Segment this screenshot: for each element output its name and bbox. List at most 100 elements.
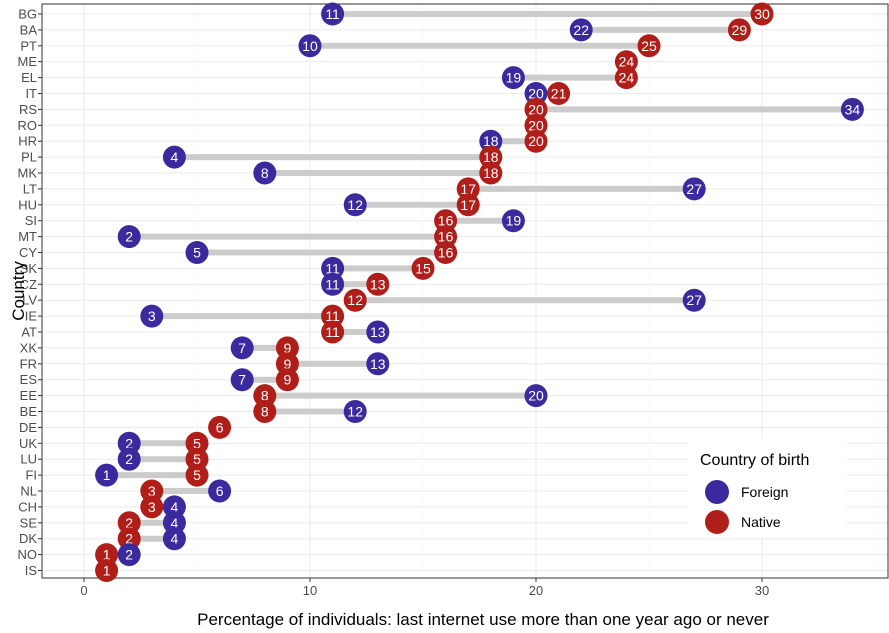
foreign-value-label: 12: [347, 404, 363, 420]
native-point: 5: [185, 431, 209, 455]
native-value-label: 1: [103, 547, 111, 563]
native-marker: [95, 559, 119, 582]
native-marker: [321, 320, 345, 344]
foreign-point: 11: [321, 2, 345, 26]
native-marker: [434, 225, 458, 249]
native-point: 1: [95, 543, 119, 567]
y-tick-label: FI: [25, 468, 37, 483]
foreign-value-label: 20: [528, 388, 544, 404]
native-value-label: 20: [528, 117, 544, 133]
foreign-marker: [569, 18, 593, 42]
native-point: 3: [140, 479, 164, 503]
native-point: 11: [321, 304, 345, 328]
y-tick-label: CY: [19, 245, 37, 260]
native-value-label: 6: [216, 419, 224, 435]
y-tick-label: RS: [19, 102, 37, 117]
native-point: 16: [434, 209, 458, 233]
native-point: 9: [275, 368, 299, 392]
foreign-marker: [162, 145, 186, 169]
foreign-value-label: 11: [325, 260, 340, 276]
y-tick-label: DK: [19, 531, 37, 546]
native-marker: [275, 336, 299, 360]
native-point: 17: [456, 177, 480, 201]
native-marker: [343, 288, 367, 312]
foreign-marker: [117, 447, 141, 471]
foreign-point: 7: [230, 368, 254, 392]
native-value-label: 30: [754, 6, 770, 22]
native-marker: [321, 304, 345, 328]
native-value-label: 18: [483, 165, 499, 181]
native-value-label: 29: [732, 22, 748, 38]
foreign-point: 18: [479, 129, 503, 153]
native-marker: [185, 463, 209, 487]
y-tick-label: ME: [18, 54, 38, 69]
foreign-value-label: 10: [302, 38, 318, 54]
native-marker: [185, 447, 209, 471]
foreign-value-label: 27: [686, 292, 702, 308]
y-tick-label: EE: [20, 388, 38, 403]
foreign-value-label: 13: [370, 356, 386, 372]
x-tick-label: 10: [303, 583, 317, 598]
native-marker: [185, 431, 209, 455]
y-tick-label: LV: [22, 293, 37, 308]
x-tick-label: 30: [755, 583, 769, 598]
native-value-label: 3: [148, 483, 156, 499]
y-tick-label: RO: [18, 118, 38, 133]
foreign-value-label: 2: [125, 229, 133, 245]
foreign-point: 1: [95, 463, 119, 487]
foreign-value-label: 4: [171, 531, 179, 547]
foreign-marker: [140, 304, 164, 328]
foreign-marker: [298, 34, 322, 58]
native-point: 8: [253, 384, 277, 408]
foreign-point: 27: [682, 288, 706, 312]
y-tick-label: EL: [21, 70, 37, 85]
y-axis-labels: BGBAPTMEELITRSROHRPLMKLTHUSIMTCYSKCZLVIE…: [18, 7, 42, 578]
foreign-value-label: 19: [506, 213, 522, 229]
foreign-value-label: 4: [171, 515, 179, 531]
native-point: 25: [637, 34, 661, 58]
foreign-marker: [117, 225, 141, 249]
native-value-label: 17: [460, 181, 476, 197]
foreign-point: 12: [343, 193, 367, 217]
native-point: 5: [185, 463, 209, 487]
native-value-label: 3: [148, 499, 156, 515]
y-tick-label: BE: [20, 404, 38, 419]
y-tick-label: HU: [18, 197, 37, 212]
foreign-marker: [682, 177, 706, 201]
native-value-label: 5: [193, 451, 201, 467]
native-marker: [637, 34, 661, 58]
x-axis-labels: 0 10 20 30: [80, 578, 769, 598]
native-point: 16: [434, 225, 458, 249]
foreign-marker: [208, 479, 232, 503]
foreign-point: 19: [501, 66, 525, 90]
native-value-label: 16: [438, 213, 454, 229]
y-tick-label: IS: [25, 563, 38, 578]
foreign-value-label: 19: [506, 70, 522, 86]
foreign-point: 19: [501, 209, 525, 233]
y-tick-label: PT: [20, 38, 37, 53]
native-point: 20: [524, 129, 548, 153]
y-tick-label: BG: [18, 7, 37, 22]
legend-foreign-key: [705, 480, 729, 504]
foreign-value-label: 34: [845, 101, 861, 117]
native-value-label: 11: [325, 308, 340, 324]
foreign-value-label: 1: [103, 467, 111, 483]
foreign-marker: [185, 241, 209, 264]
native-marker: [140, 479, 164, 503]
foreign-value-label: 20: [528, 86, 544, 102]
native-marker: [456, 193, 480, 217]
native-point: 15: [411, 256, 435, 280]
native-point: 30: [750, 2, 774, 26]
foreign-point: 8: [253, 161, 277, 185]
native-marker: [524, 97, 548, 121]
native-marker: [253, 400, 277, 423]
native-point: 11: [321, 320, 345, 344]
native-marker: [524, 129, 548, 153]
foreign-value-label: 12: [347, 197, 363, 213]
y-tick-label: NL: [20, 484, 37, 499]
foreign-point: 22: [569, 18, 593, 42]
foreign-value-label: 11: [325, 276, 340, 292]
y-axis-title: Country: [9, 261, 28, 321]
foreign-value-label: 22: [573, 22, 589, 38]
